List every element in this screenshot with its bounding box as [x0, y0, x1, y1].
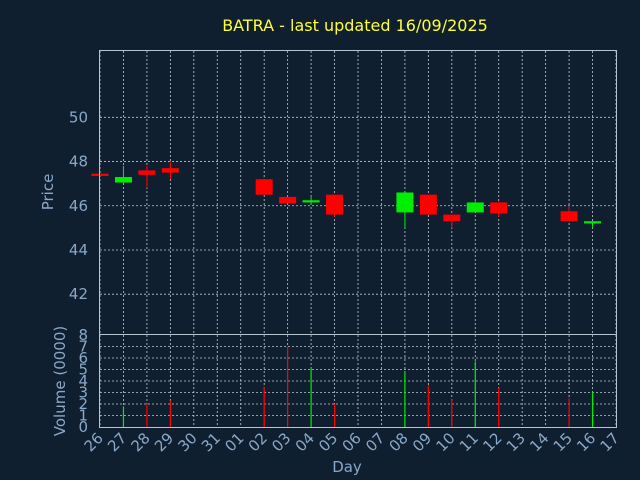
- x-tick-label: 05: [315, 429, 341, 455]
- price-tick-labels: 42 44 46 48 50: [69, 108, 88, 303]
- x-axis-label: Day: [332, 458, 362, 476]
- price-tick-label: 50: [69, 108, 88, 126]
- candle-body: [419, 194, 437, 215]
- x-tick-label: 30: [174, 429, 200, 455]
- x-tick-label: 13: [503, 429, 529, 455]
- candle-body: [255, 179, 273, 195]
- volume-tick-label: 7: [78, 338, 88, 356]
- candle-body: [443, 214, 461, 222]
- x-tick-label: 09: [409, 429, 435, 455]
- x-tick-label: 03: [268, 429, 294, 455]
- candle-body: [466, 202, 484, 213]
- candle-body: [326, 194, 344, 215]
- price-tick-label: 48: [69, 153, 88, 171]
- volume-axis-label: Volume (0000): [51, 326, 69, 436]
- x-tick-label: 29: [151, 429, 177, 455]
- volume-bars: [122, 346, 594, 427]
- volume-tick-label: 1: [78, 407, 88, 425]
- x-tick-label: 12: [479, 429, 505, 455]
- volume-tick-label: 0: [78, 418, 88, 436]
- volume-tick-label: 8: [78, 326, 88, 344]
- x-tick-label: 10: [432, 429, 458, 455]
- x-tick-label: 06: [339, 429, 365, 455]
- x-tick-label: 15: [550, 429, 576, 455]
- x-tick-labels: 2627282930310102030405060708091011121314…: [81, 429, 623, 455]
- x-tick-label: 01: [221, 429, 247, 455]
- chart-title: BATRA - last updated 16/09/2025: [222, 16, 488, 35]
- x-tick-label: 28: [128, 429, 154, 455]
- candle-body: [114, 177, 132, 183]
- candle-body: [279, 196, 297, 204]
- candle-body: [560, 211, 578, 222]
- volume-tick-label: 5: [78, 361, 88, 379]
- x-tick-label: 16: [573, 429, 599, 455]
- x-tick-label: 11: [456, 429, 482, 455]
- price-tick-label: 44: [69, 241, 88, 259]
- price-tick-label: 42: [69, 285, 88, 303]
- volume-tick-label: 4: [78, 372, 88, 390]
- x-tick-label: 08: [386, 429, 412, 455]
- x-tick-label: 27: [104, 429, 130, 455]
- x-tick-label: 14: [526, 429, 552, 455]
- x-tick-label: 04: [292, 429, 318, 455]
- candle-body: [138, 170, 156, 175]
- volume-tick-label: 6: [78, 349, 88, 367]
- candle-body: [161, 168, 179, 173]
- x-tick-label: 07: [362, 429, 388, 455]
- x-tick-label: 02: [245, 429, 271, 455]
- price-axis-label: Price: [39, 174, 57, 211]
- candle-body: [584, 221, 602, 224]
- candle-body: [396, 192, 414, 213]
- volume-panel-frame: [99, 334, 617, 428]
- x-tick-label: 31: [198, 429, 224, 455]
- price-grid: [99, 51, 617, 334]
- price-tick-label: 46: [69, 197, 88, 215]
- candle-body: [302, 200, 320, 203]
- volume-tick-label: 3: [78, 384, 88, 402]
- candles: [91, 161, 602, 228]
- x-tick-label: 17: [597, 429, 623, 455]
- candle-body: [490, 202, 508, 214]
- volume-grid: [99, 335, 617, 427]
- volume-tick-label: 2: [78, 395, 88, 413]
